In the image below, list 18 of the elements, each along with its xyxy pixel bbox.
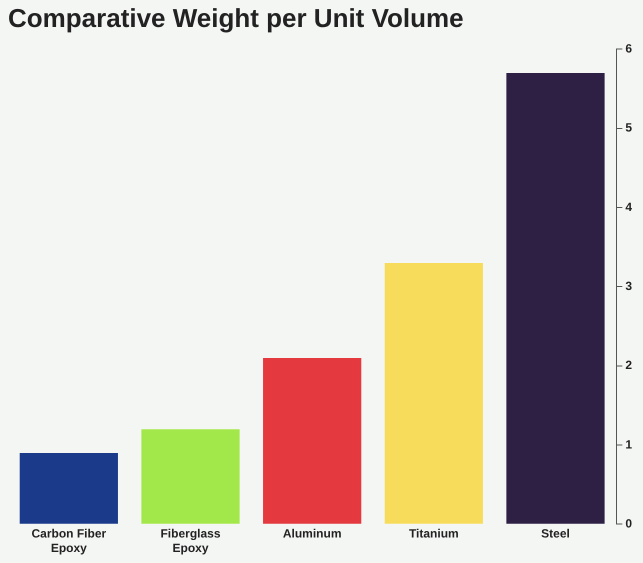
y-tick-label: 6 bbox=[625, 42, 632, 56]
y-tick-label: 2 bbox=[625, 358, 632, 372]
chart-title: Comparative Weight per Unit Volume bbox=[8, 2, 464, 33]
x-tick-label: Fiberglass Epoxy bbox=[160, 526, 221, 556]
y-tick-label: 0 bbox=[625, 516, 632, 531]
bar bbox=[20, 452, 118, 524]
x-tick-label: Carbon Fiber Epoxy bbox=[31, 526, 106, 556]
bar bbox=[141, 429, 240, 524]
y-tick-label: 3 bbox=[625, 279, 632, 294]
x-tick-label: Aluminum bbox=[282, 526, 342, 541]
y-tick-label: 5 bbox=[625, 120, 632, 135]
x-tick-label: Steel bbox=[541, 526, 570, 541]
bar bbox=[263, 358, 362, 524]
y-tick-label: 1 bbox=[625, 437, 632, 452]
x-tick-label: Titanium bbox=[408, 526, 459, 541]
bar bbox=[506, 72, 605, 524]
bar bbox=[384, 262, 483, 524]
y-tick-label: 4 bbox=[625, 200, 632, 214]
